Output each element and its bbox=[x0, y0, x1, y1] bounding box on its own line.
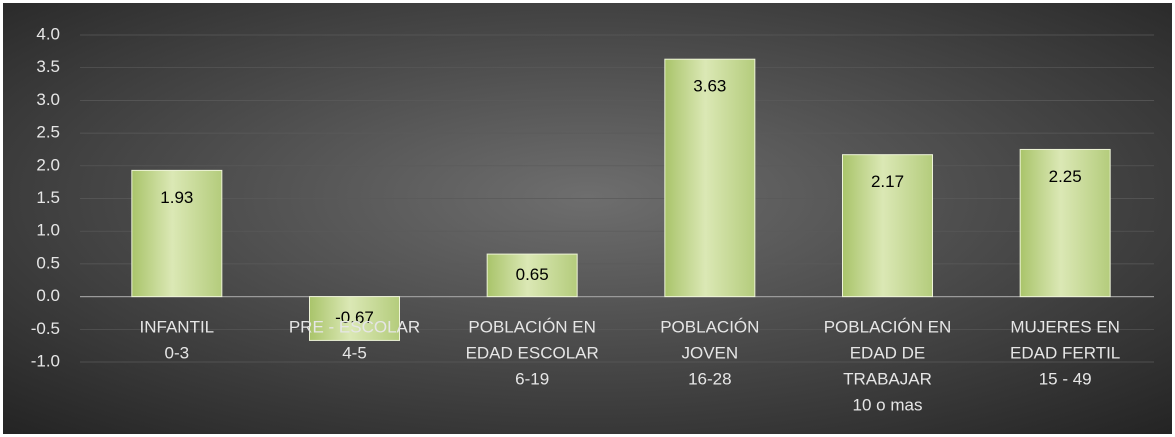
bar bbox=[1019, 148, 1111, 298]
data-label: 0.65 bbox=[516, 265, 549, 284]
x-tick-label: EDAD FERTIL bbox=[1010, 343, 1120, 362]
x-tick-label: POBLACIÓN EN bbox=[468, 317, 596, 336]
y-tick-label: 4.0 bbox=[36, 24, 60, 43]
x-tick-label: EDAD DE bbox=[850, 343, 926, 362]
y-tick-label: 0.0 bbox=[36, 286, 60, 305]
x-tick-label: 15 - 49 bbox=[1039, 369, 1092, 388]
y-tick-label: 2.5 bbox=[36, 123, 60, 142]
y-tick-label: -0.5 bbox=[31, 319, 60, 338]
bar bbox=[842, 154, 933, 298]
y-tick-label: 3.5 bbox=[36, 57, 60, 76]
data-label: -0.67 bbox=[335, 308, 374, 327]
x-tick-label: 6-19 bbox=[515, 369, 549, 388]
x-tick-label: MUJERES EN bbox=[1010, 317, 1120, 336]
x-tick-label: PRE - ESCOLAR bbox=[289, 317, 420, 336]
bar bbox=[486, 253, 578, 298]
x-tick-label: POBLACIÓN bbox=[660, 317, 759, 336]
data-label: 2.25 bbox=[1049, 167, 1082, 186]
x-tick-label: EDAD ESCOLAR bbox=[466, 343, 599, 362]
x-tick-label: 16-28 bbox=[688, 369, 731, 388]
y-tick-label: 2.0 bbox=[36, 155, 60, 174]
x-tick-label: POBLACIÓN EN bbox=[824, 317, 952, 336]
data-label: 2.17 bbox=[871, 172, 904, 191]
x-tick-label: JOVEN bbox=[681, 343, 738, 362]
x-tick-label: 4-5 bbox=[342, 343, 367, 362]
y-tick-label: 3.0 bbox=[36, 90, 60, 109]
data-label: 3.63 bbox=[693, 77, 726, 96]
x-tick-label: TRABAJAR bbox=[843, 369, 932, 388]
x-tick-label: INFANTIL bbox=[140, 317, 215, 336]
bar bbox=[664, 58, 756, 298]
y-tick-label: -1.0 bbox=[31, 351, 60, 370]
data-label: 1.93 bbox=[160, 188, 193, 207]
bar bbox=[309, 296, 400, 341]
x-tick-label: 10 o mas bbox=[853, 395, 923, 414]
y-tick-label: 1.0 bbox=[36, 221, 60, 240]
x-tick-label: 0-3 bbox=[165, 343, 190, 362]
y-tick-label: 1.5 bbox=[36, 188, 60, 207]
y-tick-label: 0.5 bbox=[36, 253, 60, 272]
bar bbox=[131, 169, 223, 298]
